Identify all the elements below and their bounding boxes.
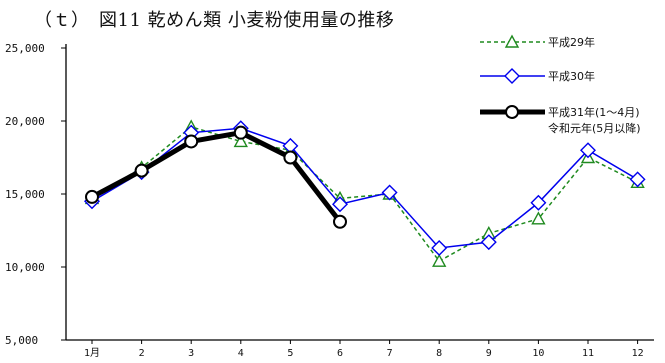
legend-item-2: 平成30年 xyxy=(480,68,595,84)
x-tick-label: 3 xyxy=(188,348,194,359)
x-tick-label: 7 xyxy=(387,348,393,359)
y-tick-label: 20,000 xyxy=(5,115,45,128)
axes: 5,000 10,000 15,000 20,000 25,000 1月 2 3 4 5 6 7 8 9 1… xyxy=(5,42,654,359)
series-line xyxy=(91,127,638,249)
data-point xyxy=(134,163,149,178)
x-tick-label: 12 xyxy=(632,348,644,359)
x-tick-label: 2 xyxy=(139,348,145,359)
data-point xyxy=(381,184,398,201)
legend-swatch-marker xyxy=(504,68,520,84)
legend-swatch-marker xyxy=(505,105,519,119)
series-layer xyxy=(84,119,646,267)
series-line xyxy=(90,130,342,224)
legend-label-line2: 令和元年(5月以降) xyxy=(548,121,641,135)
series-2 xyxy=(84,120,646,257)
data-point xyxy=(480,234,497,251)
x-tick-label: 10 xyxy=(532,348,544,359)
data-point xyxy=(283,150,298,165)
data-point xyxy=(580,142,596,159)
legend-label: 平成31年(1～4月) xyxy=(548,105,640,119)
legend-label: 平成29年 xyxy=(548,35,595,49)
data-point xyxy=(85,189,99,204)
x-tick-label: 5 xyxy=(287,348,293,359)
series-line xyxy=(91,126,638,263)
x-tick-label: 8 xyxy=(436,348,442,359)
series-1 xyxy=(84,119,645,267)
data-point xyxy=(333,214,347,229)
y-tick-label: 15,000 xyxy=(5,188,45,201)
x-tick-label: 4 xyxy=(238,348,244,359)
data-point xyxy=(530,194,547,211)
data-point xyxy=(233,133,248,148)
data-point xyxy=(629,171,646,188)
y-tick-label: 10,000 xyxy=(5,261,45,274)
data-point xyxy=(332,196,348,213)
legend-label: 平成30年 xyxy=(548,69,595,83)
x-tick-label: 1月 xyxy=(84,347,100,359)
legend-item-3: 平成31年(1～4月) 令和元年(5月以降) xyxy=(480,105,641,135)
data-point xyxy=(431,240,448,257)
legend-swatch-marker xyxy=(504,34,520,48)
series-3 xyxy=(85,125,347,229)
y-tick-label: 5,000 xyxy=(5,334,38,347)
chart-title: （ｔ） 図11 乾めん類 小麦粉使用量の推移 xyxy=(34,10,395,31)
data-point xyxy=(432,253,447,267)
data-point xyxy=(233,125,248,140)
x-tick-label: 9 xyxy=(486,348,492,359)
data-point xyxy=(184,134,199,149)
x-tick-label: 11 xyxy=(582,348,594,359)
data-point xyxy=(531,211,546,225)
legend-item-1: 平成29年 xyxy=(480,34,595,49)
x-tick-label: 6 xyxy=(337,348,343,359)
y-tick-label: 25,000 xyxy=(5,42,45,55)
